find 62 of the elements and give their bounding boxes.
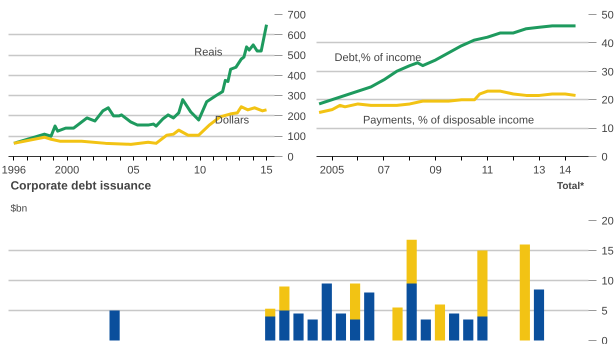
bar [406,240,417,284]
bar [449,314,460,340]
bar [265,316,276,340]
bar [336,314,346,340]
bar [434,304,446,340]
bar [420,320,431,340]
x-tick-label: 07 [378,164,390,176]
bar [392,308,403,340]
bar [350,320,360,340]
series-label: Reais [194,46,223,59]
y-tick-label: 100 [288,131,306,144]
bar [110,310,120,340]
bar [279,286,290,310]
bar [293,314,304,340]
y-tick-label: 10 [602,276,614,288]
bar [364,292,374,340]
bar [534,290,544,340]
x-tick-label: 11 [482,164,494,176]
y-tick-label: 20 [602,94,614,107]
line-series [12,105,268,146]
y-tick-label: 500 [288,50,306,62]
x-tick-label: 15 [260,164,273,176]
y-axis-title: $bn [10,204,28,214]
y-tick-label: 10 [602,123,614,136]
y-tick-label: 30 [602,66,614,78]
y-tick-label: 0 [602,152,608,164]
line-series [318,90,578,114]
x-tick-label: 2005 [320,164,344,176]
x-tick-label: 09 [430,164,442,176]
bar [406,284,417,340]
series-label: Dollars [214,114,250,127]
bar [477,316,488,340]
x-tick-label: 14 [559,164,572,176]
chart-title: Corporate debt issuance [10,178,152,192]
y-tick-label: 40 [602,38,614,50]
y-tick-label: 700 [288,10,306,22]
series-label: Debt,% of income [334,52,422,64]
y-tick-label: 300 [288,90,306,103]
bar [350,284,360,320]
x-tick-label: 10 [194,164,206,176]
bar [520,244,530,340]
y-tick-label: 0 [288,152,294,164]
line-series [318,24,578,106]
bar [477,250,488,316]
y-tick-label: 200 [288,110,306,123]
bar [279,310,290,340]
x-tick-label: 1996 [2,164,26,176]
text: Total* [556,180,584,192]
x-tick-label: 05 [127,164,140,176]
bar [308,320,318,340]
y-tick-label: 5 [602,306,608,318]
x-tick-label: 2000 [54,164,80,176]
y-tick-label: 15 [602,246,614,258]
y-tick-label: 50 [602,10,614,22]
x-tick-label: 13 [533,164,546,176]
series-label: Payments, % of disposable income [362,114,534,127]
bar [322,284,332,340]
y-tick-label: 600 [288,30,306,42]
bar [265,308,276,316]
bar [463,320,474,340]
y-tick-label: 400 [288,70,306,82]
y-tick-label: 20 [602,216,614,228]
